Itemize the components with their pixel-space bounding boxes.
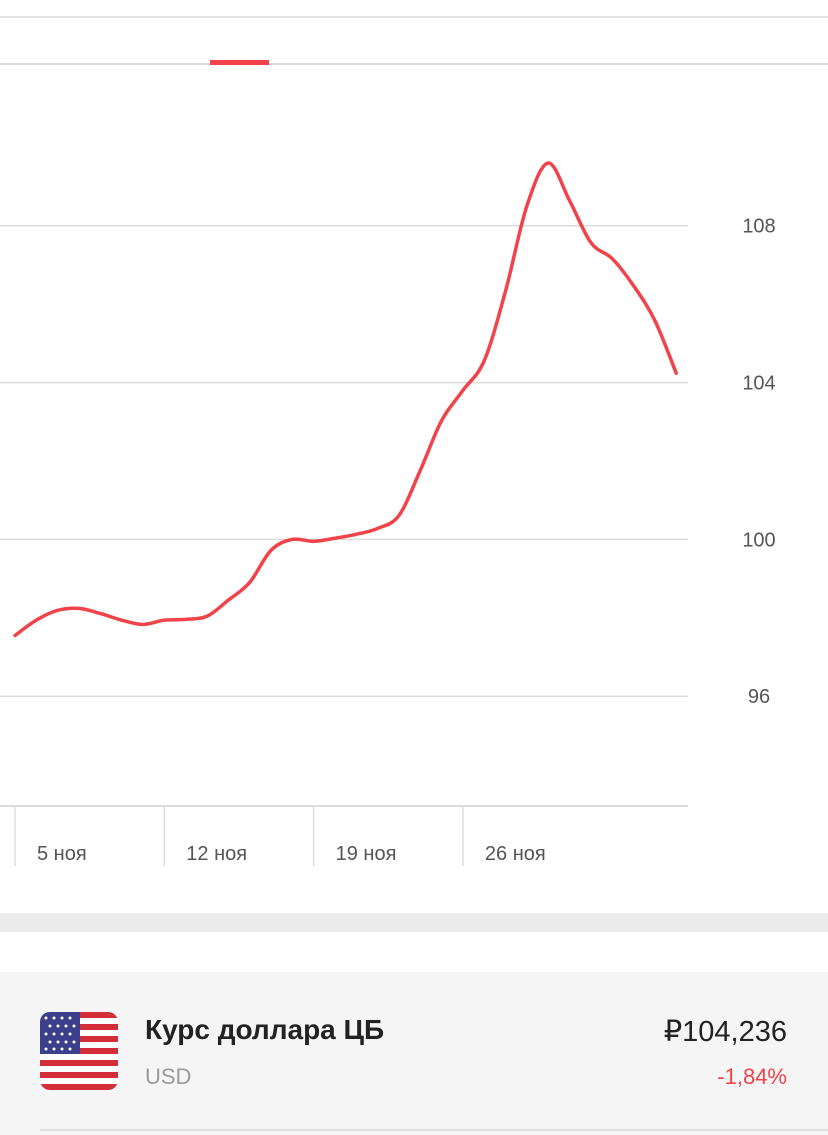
us-flag — [40, 1012, 118, 1090]
price-line — [13, 161, 678, 638]
quote-title: Курс доллара ЦБ — [145, 1014, 385, 1045]
x-tick-label: 12 ноя — [186, 843, 247, 865]
quote-row[interactable]: Курс доллара ЦБ USD ₽104,236 -1,84% — [0, 972, 828, 1135]
y-tick-label: 108 — [742, 216, 775, 238]
chart: 96 100 104 108 5 ноя 12 ноя 19 ноя 26 ноя — [0, 16, 828, 866]
section-separator — [0, 913, 828, 932]
x-tick-label: 19 ноя — [336, 843, 397, 865]
x-tick-label: 5 ноя — [37, 843, 87, 865]
tab-indicator — [210, 60, 269, 65]
x-tick-label: 26 ноя — [485, 843, 546, 865]
quote-code: USD — [145, 1064, 192, 1089]
y-tick-label: 100 — [742, 529, 775, 551]
y-tick-label: 104 — [742, 373, 775, 395]
y-tick-label: 96 — [748, 686, 770, 708]
row-divider — [40, 1129, 828, 1131]
quote-price: ₽104,236 — [663, 1016, 787, 1048]
quote-change: -1,84% — [717, 1064, 787, 1089]
